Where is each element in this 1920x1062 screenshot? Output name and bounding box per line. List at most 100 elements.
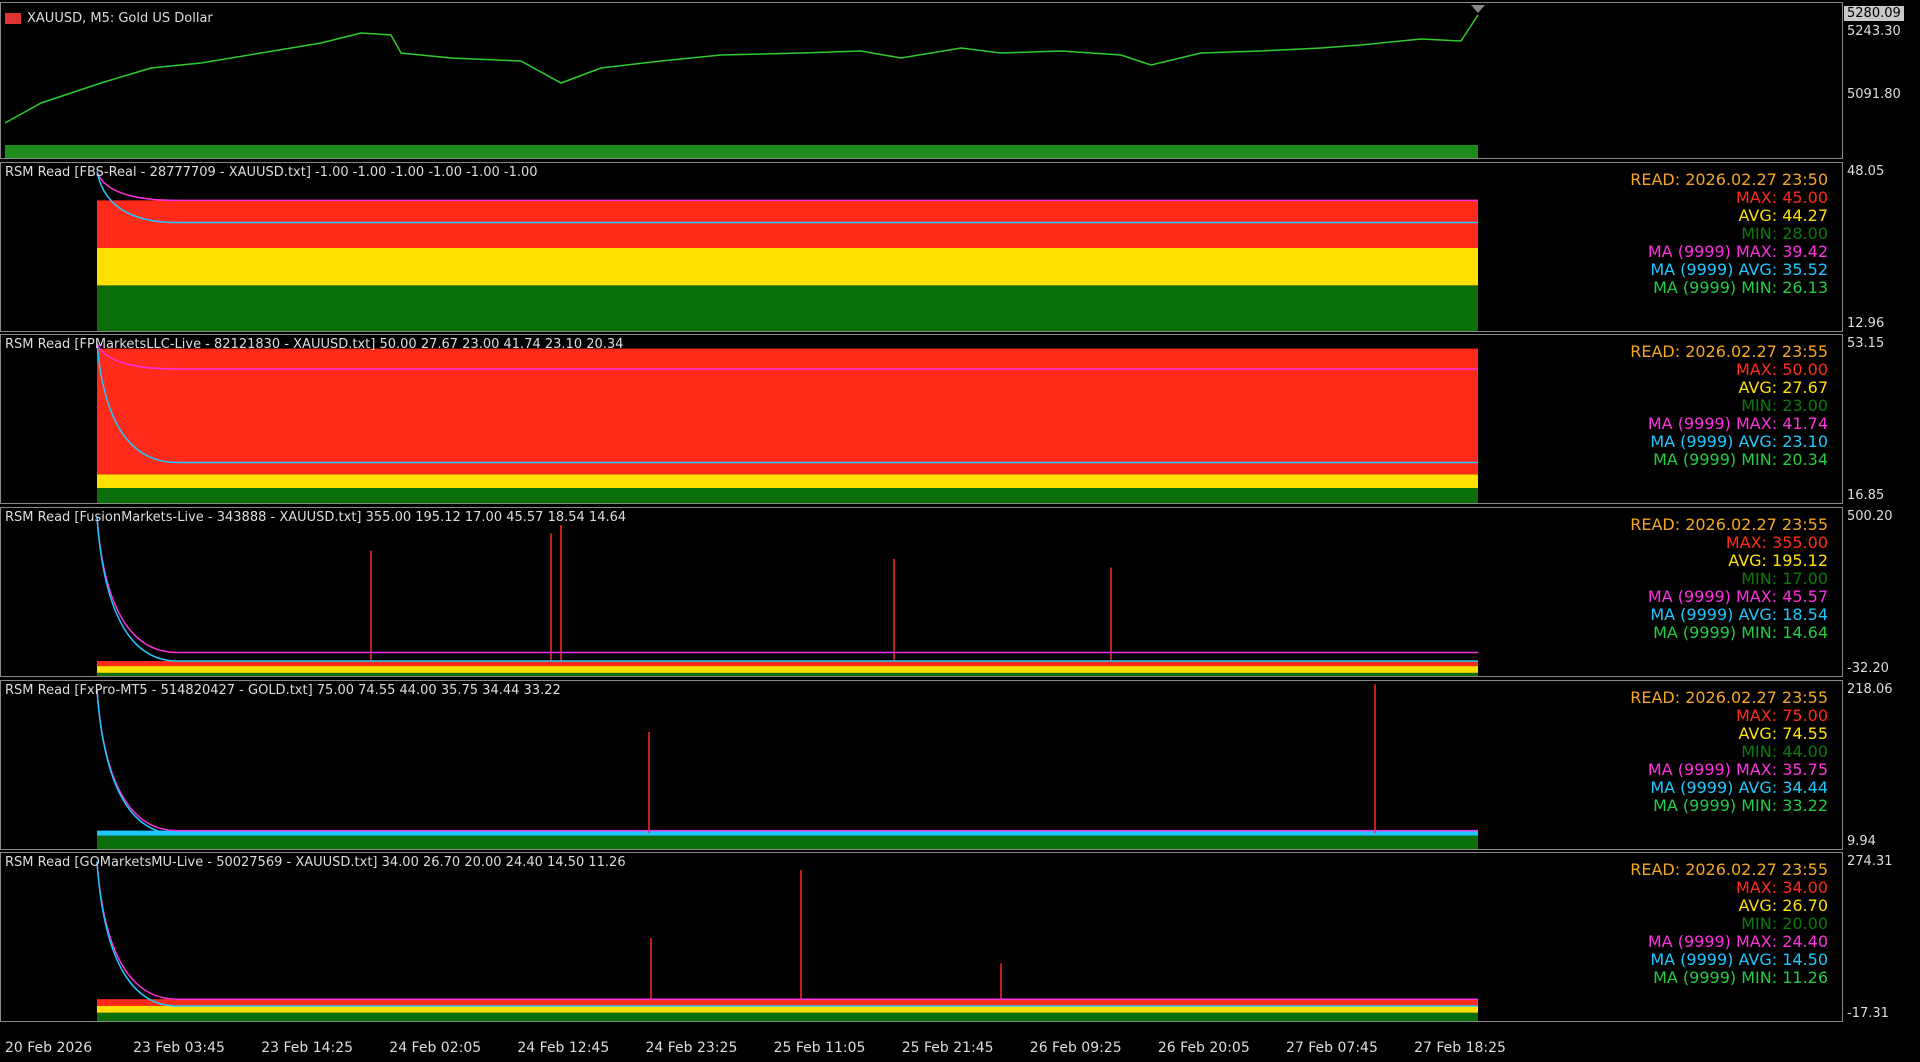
stat-line: MAX: 50.00	[1736, 360, 1828, 379]
time-label: 24 Feb 02:05	[389, 1040, 482, 1056]
time-label: 26 Feb 20:05	[1157, 1040, 1250, 1056]
indicator-panel: RSM Read [FusionMarkets-Live - 343888 - …	[0, 507, 1843, 677]
indicator-plot	[96, 684, 1478, 849]
panel-header: RSM Read [FPMarketsLLC-Live - 82121830 -…	[5, 337, 624, 352]
fill-band	[97, 474, 1478, 488]
fill-band	[97, 666, 1478, 673]
price-chart	[4, 5, 1485, 158]
fill-band	[97, 661, 1478, 667]
scale-label: 16.85	[1847, 488, 1885, 503]
stat-line: AVG: 44.27	[1738, 206, 1828, 225]
ma-max-line	[96, 171, 1478, 202]
symbol-title: XAUUSD, M5: Gold US Dollar	[5, 11, 213, 26]
stat-line: MIN: 17.00	[1741, 569, 1828, 588]
time-label: 24 Feb 12:45	[517, 1040, 610, 1056]
stat-line: MA (9999) MAX: 39.42	[1647, 242, 1828, 261]
ma-max-line	[96, 516, 1478, 654]
stat-line: MA (9999) AVG: 23.10	[1650, 432, 1828, 451]
price-line	[4, 14, 1479, 124]
indicator-plot	[96, 343, 1478, 503]
stat-line: MA (9999) AVG: 18.54	[1650, 605, 1828, 624]
stat-line: MAX: 355.00	[1725, 533, 1828, 552]
fill-band	[97, 1012, 1478, 1021]
stat-line: MIN: 23.00	[1741, 396, 1828, 415]
indicator-panel: RSM Read [FBS-Real - 28777709 - XAUUSD.t…	[0, 162, 1843, 332]
indicator-panel: RSM Read [FxPro-MT5 - 514820427 - GOLD.t…	[0, 680, 1843, 850]
scale-label: 5091.80	[1847, 87, 1901, 102]
stat-line: MA (9999) MIN: 14.64	[1653, 623, 1828, 642]
price-marker	[1471, 5, 1485, 13]
time-label: 20 Feb 2026	[5, 1040, 93, 1056]
stat-line: AVG: 195.12	[1728, 551, 1828, 570]
time-label: 27 Feb 07:45	[1286, 1040, 1378, 1056]
price-label: 5280.09	[1844, 6, 1904, 21]
stats-box: READ: 2026.02.27 23:55 MAX: 75.00 AVG: 74.…	[1630, 689, 1828, 815]
indicator-plot	[96, 861, 1478, 1021]
stats-box: READ: 2026.02.27 23:55 MAX: 34.00 AVG: 26.…	[1630, 861, 1828, 987]
stat-line: MA (9999) MAX: 45.57	[1647, 587, 1828, 606]
indicator-panel: RSM Read [GOMarketsMU-Live - 50027569 - …	[0, 852, 1843, 1022]
stat-line: AVG: 74.55	[1738, 724, 1828, 743]
fill-band	[97, 830, 1478, 836]
stat-line: AVG: 26.70	[1738, 896, 1828, 915]
scale-label: 48.05	[1847, 164, 1885, 179]
time-label: 26 Feb 09:25	[1029, 1040, 1122, 1056]
stat-line: READ: 2026.02.27 23:55	[1630, 342, 1828, 361]
scale-label: -17.31	[1847, 1006, 1889, 1021]
stat-line: READ: 2026.02.27 23:50	[1630, 170, 1828, 189]
time-label: 24 Feb 23:25	[645, 1040, 738, 1056]
fill-band	[97, 835, 1478, 849]
stat-line: MIN: 28.00	[1741, 224, 1828, 243]
stat-line: READ: 2026.02.27 23:55	[1630, 688, 1828, 707]
ma-max-line	[96, 861, 1478, 1000]
price-panel: XAUUSD, M5: Gold US Dollar	[0, 2, 1843, 159]
stat-line: MA (9999) AVG: 34.44	[1650, 778, 1828, 797]
stat-line: MIN: 20.00	[1741, 914, 1828, 933]
stats-box: READ: 2026.02.27 23:55 MAX: 50.00 AVG: 27.…	[1630, 343, 1828, 469]
panel-header: RSM Read [GOMarketsMU-Live - 50027569 - …	[5, 855, 626, 870]
time-label: 27 Feb 18:25	[1414, 1040, 1506, 1056]
ma-avg-line	[96, 171, 1478, 224]
scale-label: 218.06	[1847, 682, 1893, 697]
indicator-plot	[96, 171, 1478, 331]
panel-header: RSM Read [FxPro-MT5 - 514820427 - GOLD.t…	[5, 683, 561, 698]
time-label: 23 Feb 14:25	[261, 1040, 354, 1056]
scale-label: 5243.30	[1847, 24, 1901, 39]
fill-band	[97, 285, 1478, 331]
indicator-plot	[96, 516, 1478, 676]
scale-label: 9.94	[1847, 834, 1876, 849]
indicator-panel: RSM Read [FPMarketsLLC-Live - 82121830 -…	[0, 334, 1843, 504]
stat-line: MA (9999) AVG: 14.50	[1650, 950, 1828, 969]
fill-band	[97, 248, 1478, 286]
symbol-icon	[5, 13, 21, 24]
ma-max-line	[96, 689, 1478, 832]
stat-line: READ: 2026.02.27 23:55	[1630, 515, 1828, 534]
stat-line: MA (9999) MIN: 26.13	[1653, 278, 1828, 297]
panel-header: RSM Read [FBS-Real - 28777709 - XAUUSD.t…	[5, 165, 538, 180]
stat-line: MIN: 44.00	[1741, 742, 1828, 761]
ma-avg-line	[96, 343, 1478, 464]
ma-avg-line	[96, 689, 1478, 835]
fill-band	[97, 999, 1478, 1006]
time-label: 23 Feb 03:45	[133, 1040, 225, 1056]
stat-line: MAX: 45.00	[1736, 188, 1828, 207]
stat-line: MA (9999) MIN: 20.34	[1653, 450, 1828, 469]
fill-band	[97, 488, 1478, 503]
stat-line: MA (9999) MAX: 24.40	[1647, 932, 1828, 951]
scale-label: 12.96	[1847, 316, 1885, 331]
fill-band	[97, 672, 1478, 676]
ma-max-line	[96, 343, 1478, 370]
stat-line: READ: 2026.02.27 23:55	[1630, 860, 1828, 879]
panel-header: RSM Read [FusionMarkets-Live - 343888 - …	[5, 510, 627, 525]
stat-line: MA (9999) AVG: 35.52	[1650, 260, 1828, 279]
scale-label: 500.20	[1847, 509, 1893, 524]
stat-line: MAX: 34.00	[1736, 878, 1828, 897]
stats-box: READ: 2026.02.27 23:55 MAX: 355.00 AVG: 19…	[1630, 516, 1828, 642]
volume-area	[5, 145, 1478, 158]
scale-label: 274.31	[1847, 854, 1893, 869]
stat-line: MA (9999) MIN: 33.22	[1653, 796, 1828, 815]
stat-line: AVG: 27.67	[1738, 378, 1828, 397]
time-label: 25 Feb 21:45	[901, 1040, 994, 1056]
ma-avg-line	[96, 861, 1478, 1007]
